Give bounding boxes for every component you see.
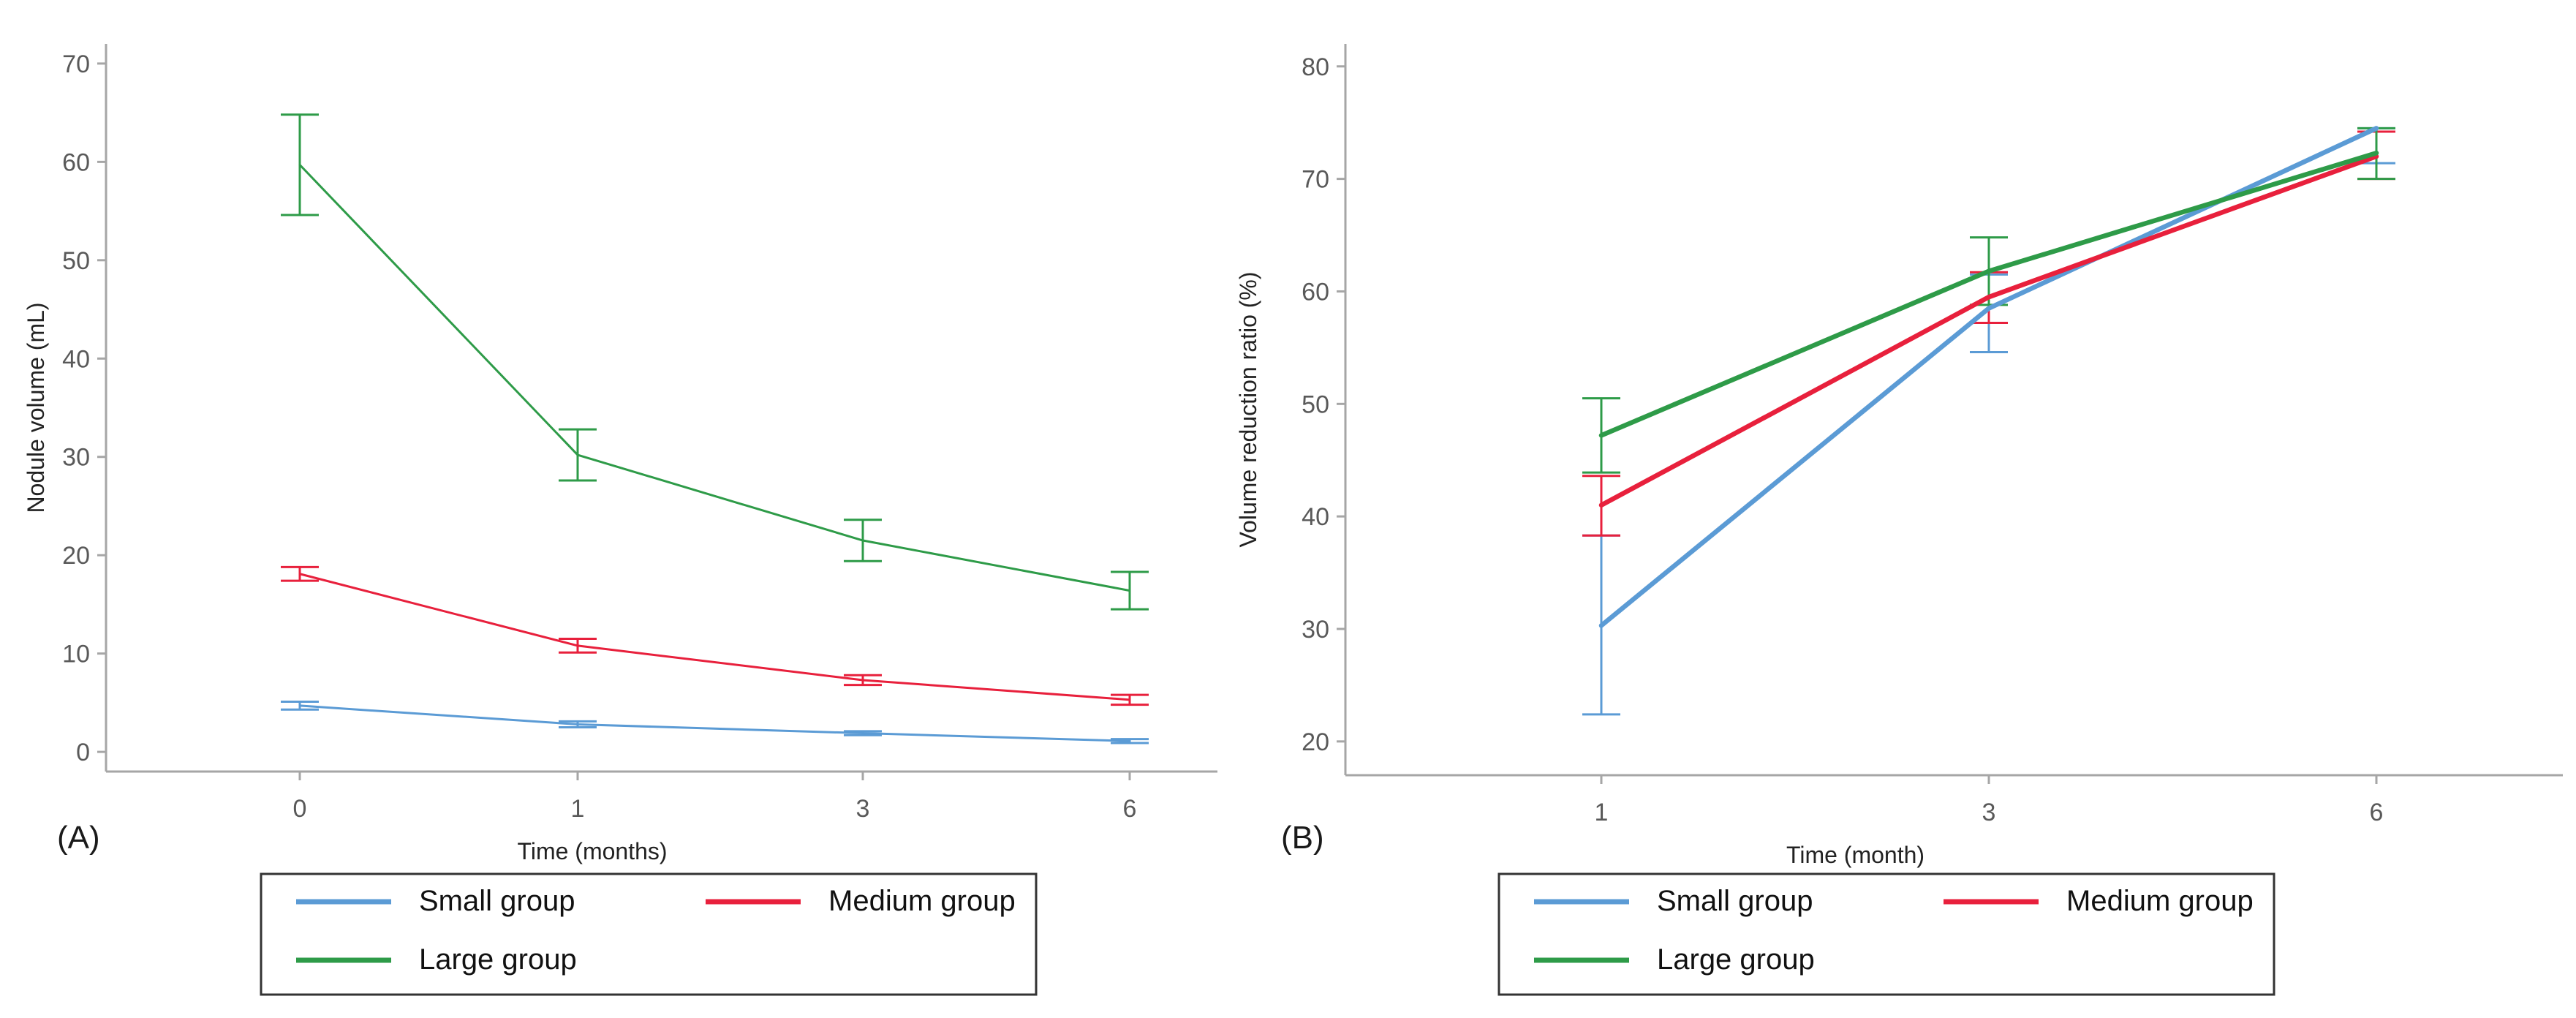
y-tick-label: 10 bbox=[62, 641, 90, 668]
x-tick-label: 1 bbox=[571, 795, 585, 823]
legend-label-medium: Medium group bbox=[2066, 885, 2254, 917]
x-tick-label: 6 bbox=[2370, 799, 2384, 826]
legend-label-medium: Medium group bbox=[828, 885, 1016, 917]
legend-label-large: Large group bbox=[1657, 943, 1815, 976]
y-tick-label: 60 bbox=[1302, 278, 1329, 306]
panel-label: (A) bbox=[57, 820, 100, 856]
y-tick-label: 0 bbox=[76, 739, 90, 766]
series-line-medium bbox=[1598, 154, 2379, 508]
y-tick-label: 80 bbox=[1302, 53, 1329, 81]
legend-box bbox=[260, 872, 1038, 996]
y-tick-label: 60 bbox=[62, 148, 90, 176]
x-tick-label: 3 bbox=[1982, 799, 1996, 826]
legend-label-small: Small group bbox=[1657, 885, 1813, 917]
y-tick-label: 40 bbox=[1302, 503, 1329, 531]
x-tick-label: 6 bbox=[1123, 795, 1137, 823]
legend: Small group Medium group Large group bbox=[1497, 872, 2275, 996]
legend-box bbox=[1497, 872, 2275, 996]
series-line-small bbox=[1598, 126, 2379, 628]
y-tick-label: 40 bbox=[62, 345, 90, 373]
y-tick-label: 70 bbox=[1302, 166, 1329, 194]
y-tick-label: 20 bbox=[1302, 728, 1329, 756]
x-tick-label: 0 bbox=[293, 795, 307, 823]
x-tick-label: 1 bbox=[1595, 799, 1609, 826]
x-axis-title: Time (month) bbox=[1786, 842, 1925, 868]
legend-label-large: Large group bbox=[419, 943, 577, 976]
legend-label-small: Small group bbox=[419, 885, 575, 917]
y-tick-label: 30 bbox=[1302, 616, 1329, 644]
y-tick-label: 20 bbox=[62, 542, 90, 570]
series-line-large bbox=[298, 163, 1131, 592]
y-tick-label: 50 bbox=[1302, 391, 1329, 418]
x-tick-label: 3 bbox=[856, 795, 870, 823]
series-line-medium bbox=[298, 573, 1131, 701]
chart-panel-a: 0 10 20 30 40 50 60 70 0 1 3 6 Nodule volume (mL) Tim… bbox=[23, 44, 1217, 996]
chart-panel-b: 20 30 40 50 60 70 80 1 3 6 Volume reduction ratio … bbox=[1235, 44, 2563, 996]
y-axis-title: Nodule volume (mL) bbox=[23, 302, 49, 513]
panel-label: (B) bbox=[1281, 820, 1324, 856]
y-axis-title: Volume reduction ratio (%) bbox=[1235, 271, 1261, 547]
y-tick-label: 30 bbox=[62, 444, 90, 472]
y-tick-label: 50 bbox=[62, 247, 90, 275]
legend: Small group Medium group Large group bbox=[260, 872, 1038, 996]
series-line-small bbox=[298, 704, 1131, 742]
y-tick-label: 70 bbox=[62, 50, 90, 78]
series-line-large bbox=[1598, 150, 2379, 438]
x-axis-title: Time (months) bbox=[517, 838, 667, 864]
